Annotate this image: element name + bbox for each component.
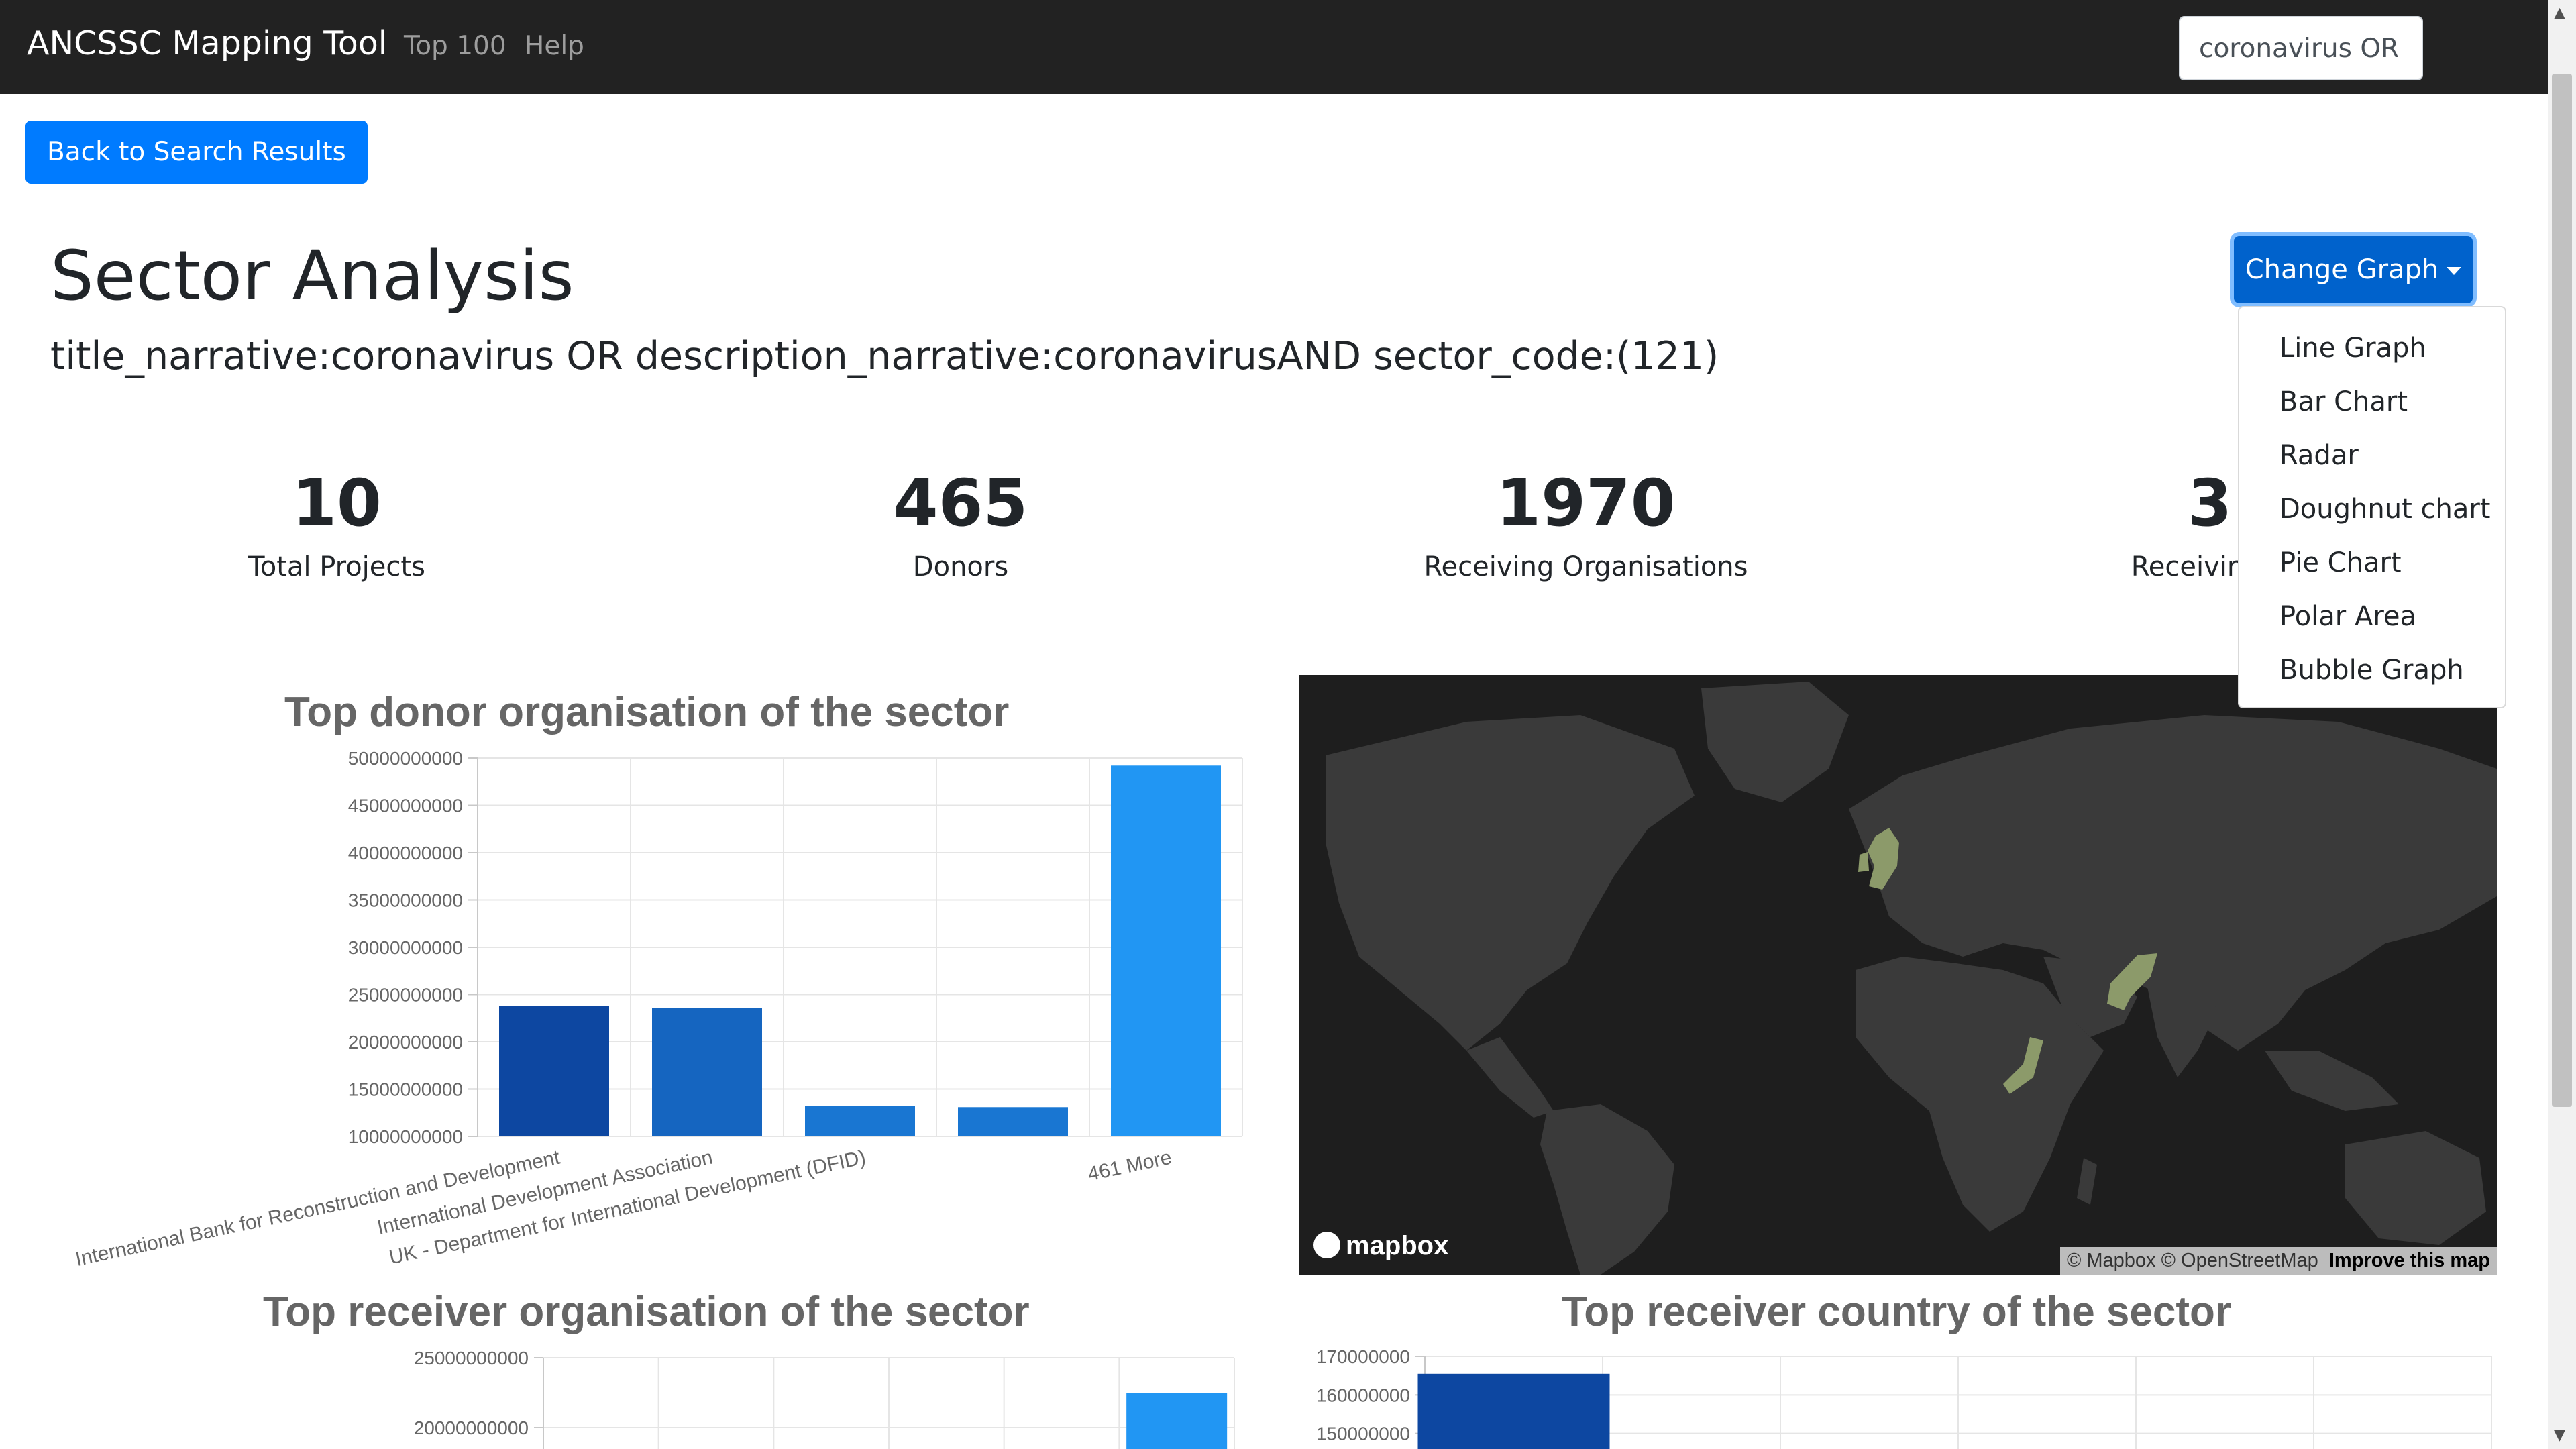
dropdown-item-polar-area[interactable]: Polar Area (2279, 601, 2417, 632)
mapbox-logo-icon (1313, 1232, 1340, 1258)
chart-title-top-receiver-country: Top receiver country of the sector (1562, 1289, 2231, 1335)
map-attribution-text: © Mapbox © OpenStreetMap (2066, 1250, 2318, 1271)
mapbox-logo-text: mapbox (1346, 1231, 1449, 1260)
y-tick-label: 25000000000 (348, 985, 463, 1006)
y-tick-label: 45000000000 (348, 796, 463, 816)
y-tick-label: 40000000000 (348, 843, 463, 863)
y-tick-label: 20000000000 (414, 1417, 529, 1438)
stat-value: 10 (292, 466, 382, 541)
dropdown-item-pie-chart[interactable]: Pie Chart (2279, 547, 2402, 578)
bar (1126, 1393, 1228, 1449)
stat-label: Total Projects (248, 551, 425, 582)
receiving-countries-map[interactable]: mapbox © Mapbox © OpenStreetMap Improve … (1299, 675, 2497, 1275)
land-eurasia (1849, 715, 2497, 1051)
stat-total-projects: 10 Total Projects (149, 463, 525, 582)
highlight-ireland (1858, 852, 1869, 872)
bar (1417, 1373, 1610, 1449)
dropdown-item-bar-chart[interactable]: Bar Chart (2279, 386, 2408, 417)
search-input[interactable] (2179, 16, 2423, 80)
top-receiver-country-bar-chart: 170000000 160000000 150000000 (1316, 1346, 2492, 1449)
land-india (2144, 970, 2218, 1077)
dropdown-item-radar[interactable]: Radar (2279, 440, 2359, 471)
bar (499, 1006, 609, 1136)
scroll-thumb[interactable] (2552, 74, 2572, 1107)
bar (1111, 765, 1221, 1136)
y-tick-label: 15000000000 (348, 1079, 463, 1100)
stat-label: Donors (912, 551, 1009, 582)
scroll-down-arrow-icon[interactable]: ▼ (2554, 1427, 2565, 1444)
mapbox-logo[interactable]: mapbox (1313, 1231, 1448, 1261)
world-map-svg (1326, 682, 2497, 1275)
y-tick-label: 170000000 (1316, 1346, 1410, 1367)
scroll-up-arrow-icon[interactable]: ▲ (2554, 5, 2565, 21)
x-tick-label: 461 More (1086, 1146, 1174, 1186)
y-tick-label: 10000000000 (348, 1126, 463, 1147)
y-tick-label: 20000000000 (348, 1032, 463, 1053)
chart-title-top-receiver-organisation: Top receiver organisation of the sector (263, 1289, 1030, 1335)
land-greenland (1701, 682, 1849, 802)
nav-link-top-100[interactable]: Top 100 (404, 31, 506, 61)
stat-label: Receiving Organisations (1424, 551, 1748, 582)
change-graph-dropdown: Line Graph Bar Chart Radar Doughnut char… (2238, 306, 2506, 708)
page-scrollbar[interactable]: ▲ ▼ (2548, 0, 2576, 1449)
map-attribution: © Mapbox © OpenStreetMap Improve this ma… (2059, 1247, 2497, 1275)
nav-link-help[interactable]: Help (525, 31, 584, 61)
y-tick-label: 25000000000 (414, 1348, 529, 1368)
stat-value: 465 (893, 466, 1028, 541)
land-australia (2345, 1131, 2486, 1245)
land-madagascar (2077, 1158, 2097, 1205)
stat-donors: 465 Donors (773, 463, 1148, 582)
land-southeast-asia (2265, 1051, 2399, 1111)
brand-link[interactable]: ANCSSC Mapping Tool (27, 24, 388, 62)
land-arabia (2043, 957, 2137, 1037)
query-string: title_narrative:coronavirus OR descripti… (50, 334, 1719, 378)
land-central-america (1466, 1037, 1554, 1118)
bar (958, 1107, 1068, 1136)
bar (652, 1008, 762, 1136)
dropdown-item-doughnut-chart[interactable]: Doughnut chart (2279, 494, 2491, 525)
stat-receiving-organisations: 1970 Receiving Organisations (1398, 463, 1774, 582)
top-receiver-organisation-bar-chart: 25000000000 20000000000 (414, 1348, 1235, 1449)
y-tick-label: 160000000 (1316, 1385, 1410, 1405)
change-graph-button[interactable]: Change Graph (2234, 236, 2473, 303)
highlight-pakistan (2107, 953, 2157, 1010)
stat-value: 1970 (1496, 466, 1676, 541)
highlight-uk (1868, 828, 1899, 890)
y-tick-label: 35000000000 (348, 890, 463, 911)
y-tick-label: 150000000 (1316, 1424, 1410, 1444)
stat-value: 3 (2187, 466, 2233, 541)
land-africa (1856, 957, 2104, 1232)
page-title: Sector Analysis (50, 236, 574, 316)
caret-down-icon (2447, 267, 2462, 275)
back-to-search-results-button[interactable]: Back to Search Results (25, 121, 368, 184)
land-south-america (1540, 1104, 1674, 1275)
y-tick-label: 50000000000 (348, 751, 463, 769)
y-tick-label: 30000000000 (348, 937, 463, 958)
change-graph-label: Change Graph (2245, 254, 2439, 285)
top-donor-bar-chart: 50000000000 45000000000 40000000000 3500000… (74, 751, 1243, 1271)
highlight-somalia (2003, 1037, 2043, 1094)
bar (805, 1106, 915, 1136)
improve-this-map-link[interactable]: Improve this map (2328, 1250, 2490, 1271)
chart-title-top-donor: Top donor organisation of the sector (284, 689, 1010, 735)
land-north-america (1326, 715, 1695, 1051)
dropdown-item-line-graph[interactable]: Line Graph (2279, 333, 2426, 364)
dropdown-item-bubble-graph[interactable]: Bubble Graph (2279, 655, 2464, 686)
navbar: ANCSSC Mapping Tool Top 100 Help (0, 0, 2548, 94)
